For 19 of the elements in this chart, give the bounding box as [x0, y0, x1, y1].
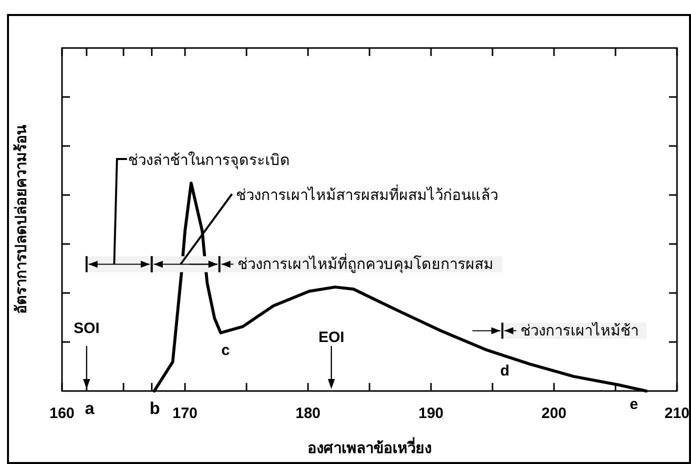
annotation: c	[221, 342, 230, 359]
x-tick-label: 190	[418, 405, 444, 422]
x-tick-label: 210	[664, 405, 690, 422]
y-axis-title: อัตราการปลดปล่อยความร้อน	[12, 124, 30, 314]
band-label: ช่วงล่าช้าในการจุดระเบิด	[128, 151, 290, 170]
x-axis-title: องศาเพลาข้อเหวี่ยง	[308, 437, 432, 457]
x-tick-label: 180	[295, 405, 321, 422]
ref-line-label: EOI	[318, 329, 344, 346]
x-tick-label: b	[150, 399, 160, 418]
x-tick-label: a	[84, 399, 95, 418]
annotation: d	[500, 362, 510, 380]
x-tick-label: 160	[49, 405, 75, 422]
ref-line-label: SOI	[74, 320, 100, 337]
band-label: ช่วงการเผาไหม้สารผสมที่ผสมไว้ก่อนแล้ว	[236, 184, 498, 204]
x-tick-label: 170	[172, 405, 198, 422]
annotation: e	[630, 396, 638, 413]
band-label: ช่วงการเผาไหม้ที่ถูกควบคุมโดยการผสม	[237, 253, 494, 274]
x-tick-label: 200	[541, 405, 567, 422]
band-label: ช่วงการเผาไหม้ช้า	[520, 322, 638, 340]
